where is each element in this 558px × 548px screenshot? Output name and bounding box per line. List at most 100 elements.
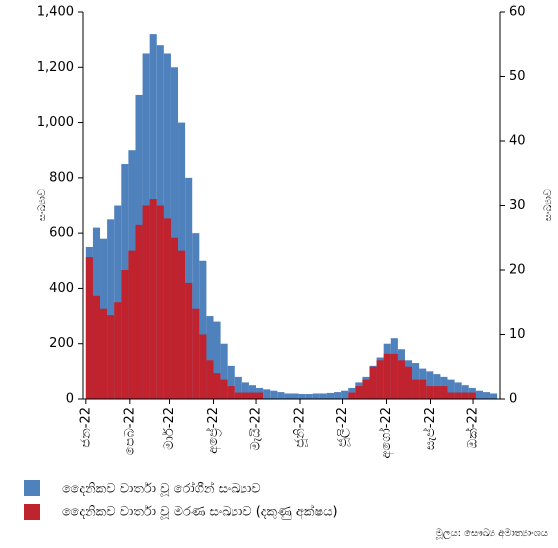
y-tick-label: 600	[49, 226, 74, 241]
source-note: මූලය: සෞඛ්‍ය අමාත්‍යාංශය	[435, 528, 548, 539]
legend-swatch	[24, 504, 40, 520]
bar	[447, 379, 455, 399]
y2-tick-label: 40	[509, 134, 526, 149]
bar	[376, 360, 384, 399]
x-tick-label: අගෝ-22	[378, 407, 394, 459]
y2-tick-label: 30	[509, 198, 526, 213]
bar	[107, 315, 115, 399]
bar	[149, 199, 157, 399]
bar	[206, 316, 214, 399]
bar	[128, 250, 136, 399]
bar	[475, 390, 483, 399]
bar	[355, 386, 363, 399]
y-tick-label: 1,000	[37, 115, 74, 130]
bar	[291, 393, 299, 399]
bar	[426, 386, 434, 399]
bar	[199, 260, 207, 399]
bar	[234, 376, 242, 399]
x-tick-label: ජූනි-22	[293, 407, 308, 448]
bar	[433, 386, 441, 399]
x-tick-label: මාර්-22	[161, 407, 177, 450]
bar	[100, 308, 108, 399]
bar	[454, 382, 462, 399]
bar	[447, 392, 455, 399]
y-tick-label: 400	[49, 281, 74, 296]
bar	[490, 393, 498, 399]
bar	[341, 390, 349, 399]
bar	[206, 360, 214, 399]
bar	[234, 392, 242, 399]
bar	[213, 373, 221, 399]
bar	[256, 392, 264, 399]
bar	[241, 382, 249, 399]
bar	[326, 392, 335, 399]
y-tick-label: 1,200	[37, 60, 74, 75]
y-tick-label: 200	[49, 336, 74, 351]
bar	[319, 393, 327, 399]
bar	[199, 334, 207, 399]
bar	[454, 392, 462, 399]
bar	[85, 257, 93, 399]
y2-tick-label: 20	[509, 263, 526, 278]
bar	[213, 321, 221, 399]
bar	[107, 219, 115, 399]
bar	[461, 385, 469, 399]
bar	[312, 393, 320, 399]
bar	[419, 379, 427, 399]
bar	[220, 343, 228, 399]
bar	[121, 270, 129, 399]
bar	[426, 371, 434, 399]
bar	[263, 389, 271, 399]
bar	[170, 67, 179, 400]
bar	[135, 224, 143, 399]
bar	[114, 302, 122, 399]
bar	[270, 390, 278, 399]
legend-swatch	[24, 480, 40, 496]
bar	[227, 386, 235, 399]
x-tick-label: පෙබ-22	[122, 407, 137, 455]
x-tick-label: අප්‍රේ-22	[205, 407, 221, 454]
bar	[170, 237, 179, 399]
bar	[348, 392, 356, 399]
bar	[284, 393, 292, 399]
x-tick-label: ඔක්-22	[464, 407, 480, 448]
bar	[334, 392, 342, 399]
bar	[369, 366, 377, 399]
legend-label: දෛනිකව වාර්තා වූ රෝගීන් සංඛ්‍යාව	[62, 480, 261, 496]
bar	[192, 308, 200, 399]
y2-tick-label: 50	[509, 69, 526, 84]
y2-axis-label: සංඛ්‍යාව	[543, 189, 554, 221]
bar	[156, 205, 164, 399]
bar	[390, 353, 398, 399]
y2-tick-label: 0	[509, 392, 517, 407]
y-axis-label: සංඛ්‍යාව	[37, 189, 48, 221]
bar	[468, 392, 476, 399]
bar	[185, 282, 193, 399]
legend-label: දෛනිකව වාර්තා වූ මරණ සංඛ්‍යාව (දකුණු අක්…	[62, 503, 338, 519]
bar	[178, 250, 186, 399]
bar	[440, 386, 448, 399]
bar	[362, 379, 370, 399]
bar	[404, 366, 413, 399]
x-tick-label: ජූලි-22	[335, 407, 350, 447]
y2-tick-label: 10	[509, 327, 526, 342]
x-tick-label: සැප්-22	[422, 407, 438, 450]
bar	[248, 385, 257, 399]
bar	[227, 365, 235, 399]
bar	[461, 392, 469, 399]
y-tick-label: 1,400	[37, 5, 74, 20]
bar	[482, 392, 491, 399]
bar	[277, 392, 285, 399]
y-tick-label: 800	[49, 170, 74, 185]
bar	[241, 392, 249, 399]
bar	[412, 379, 420, 399]
y-tick-label: 0	[66, 392, 74, 407]
bar	[142, 205, 150, 399]
bar	[248, 392, 257, 399]
bar	[397, 360, 405, 399]
bar	[383, 353, 391, 399]
y2-tick-label: 60	[509, 5, 526, 20]
bar	[305, 394, 313, 399]
bar	[163, 218, 171, 399]
